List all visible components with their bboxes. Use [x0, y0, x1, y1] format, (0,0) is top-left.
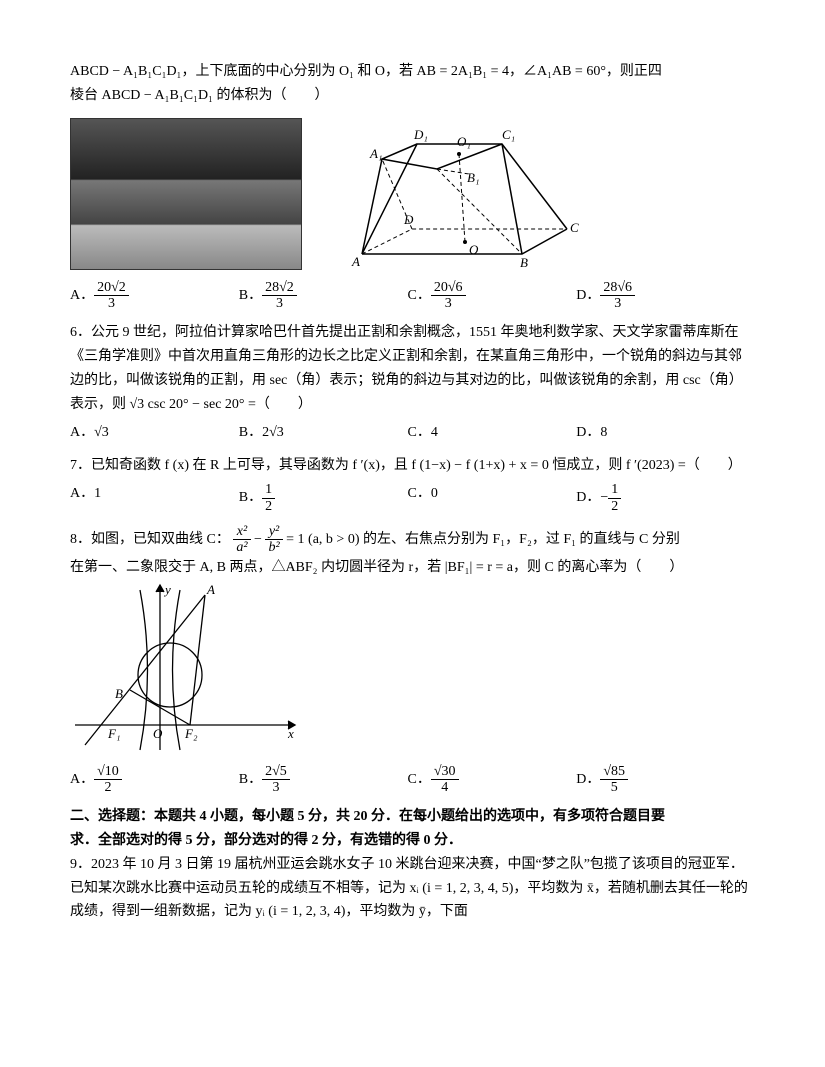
svg-text:O: O: [469, 242, 479, 257]
svg-text:A: A: [206, 582, 215, 597]
svg-text:B: B: [115, 686, 123, 701]
svg-text:O: O: [153, 726, 163, 741]
q5-opt-a[interactable]: A．20√23: [70, 280, 239, 312]
q7: 7．已知奇函数 f (x) 在 R 上可导，其导函数为 f ′(x)，且 f (…: [70, 454, 755, 514]
q5-options: A．20√23 B．28√23 C．20√63 D．28√63: [70, 280, 755, 312]
q6: 6．公元 9 世纪，阿拉伯计算家哈巴什首先提出正割和余割概念，1551 年奥地利…: [70, 321, 755, 444]
q5-text-2: 棱台 ABCD − A₁B₁C₁D₁ 的体积为（ ）: [70, 84, 755, 108]
q9: 9．2023 年 10 月 3 日第 19 届杭州亚运会跳水女子 10 米跳台迎…: [70, 853, 755, 924]
q8-hyperbola-diagram: y A B F₁ O F₂ x: [70, 580, 300, 760]
q7-text: 7．已知奇函数 f (x) 在 R 上可导，其导函数为 f ′(x)，且 f (…: [70, 458, 742, 473]
q6-options: A．√3 B．2√3 C．4 D．8: [70, 421, 755, 445]
q8-options: A．√102 B．2√53 C．√304 D．√855: [70, 764, 755, 796]
q8-opt-c[interactable]: C．√304: [408, 764, 577, 796]
q5-frustum-diagram: D₁ O₁ C₁ A₁ B₁ D C A O B: [332, 114, 592, 274]
q5-figures: D₁ O₁ C₁ A₁ B₁ D C A O B: [70, 114, 755, 274]
q5-opt-b[interactable]: B．28√23: [239, 280, 408, 312]
q6-text: 6．公元 9 世纪，阿拉伯计算家哈巴什首先提出正割和余割概念，1551 年奥地利…: [70, 325, 743, 411]
q8-opt-d[interactable]: D．√855: [576, 764, 745, 796]
q5-opt-d[interactable]: D．28√63: [576, 280, 745, 312]
q7-opt-b[interactable]: B．12: [239, 482, 408, 514]
q7-opt-c[interactable]: C．0: [408, 482, 577, 514]
q7-opt-d[interactable]: D．−12: [576, 482, 745, 514]
svg-text:D: D: [403, 212, 414, 227]
q8-text-1: 8．如图，已知双曲线 C：: [70, 532, 230, 547]
svg-text:y: y: [163, 582, 171, 597]
q8-opt-a[interactable]: A．√102: [70, 764, 239, 796]
svg-text:O₁: O₁: [457, 134, 471, 149]
q5: ABCD − A₁B₁C₁D₁，上下底面的中心分别为 O₁ 和 O，若 AB =…: [70, 60, 755, 311]
q6-opt-d[interactable]: D．8: [576, 421, 745, 445]
q5-photo-pavilion: [70, 118, 302, 270]
svg-text:D₁: D₁: [413, 127, 428, 142]
q7-options: A．1 B．12 C．0 D．−12: [70, 482, 755, 514]
svg-text:x: x: [287, 726, 294, 741]
svg-text:C₁: C₁: [502, 127, 515, 142]
q5-opt-c[interactable]: C．20√63: [408, 280, 577, 312]
svg-text:A: A: [351, 254, 360, 269]
svg-text:B₁: B₁: [467, 170, 479, 185]
q8-text-2: = 1 (a, b > 0) 的左、右焦点分别为 F₁，F₂，过 F₁ 的直线与…: [286, 532, 680, 547]
section-2-heading-1: 二、选择题：本题共 4 小题，每小题 5 分，共 20 分．在每小题给出的选项中…: [70, 805, 755, 829]
svg-text:F₁: F₁: [107, 726, 120, 741]
svg-text:C: C: [570, 220, 579, 235]
section-2-heading-2: 求．全部选对的得 5 分，部分选对的得 2 分，有选错的得 0 分．: [70, 829, 755, 853]
q8: 8．如图，已知双曲线 C： x²a² − y²b² = 1 (a, b > 0)…: [70, 524, 755, 795]
q9-text: 9．2023 年 10 月 3 日第 19 届杭州亚运会跳水女子 10 米跳台迎…: [70, 857, 748, 920]
q6-opt-a[interactable]: A．√3: [70, 421, 239, 445]
q8-text-3: 在第一、二象限交于 A, B 两点，△ABF₂ 内切圆半径为 r，若 |BF₁|…: [70, 556, 755, 580]
q5-text-1: ABCD − A₁B₁C₁D₁，上下底面的中心分别为 O₁ 和 O，若 AB =…: [70, 60, 755, 84]
q8-opt-b[interactable]: B．2√53: [239, 764, 408, 796]
svg-text:B: B: [520, 255, 528, 270]
q6-opt-b[interactable]: B．2√3: [239, 421, 408, 445]
q6-opt-c[interactable]: C．4: [408, 421, 577, 445]
svg-text:A₁: A₁: [369, 146, 382, 161]
q7-opt-a[interactable]: A．1: [70, 482, 239, 514]
svg-text:F₂: F₂: [184, 726, 198, 741]
